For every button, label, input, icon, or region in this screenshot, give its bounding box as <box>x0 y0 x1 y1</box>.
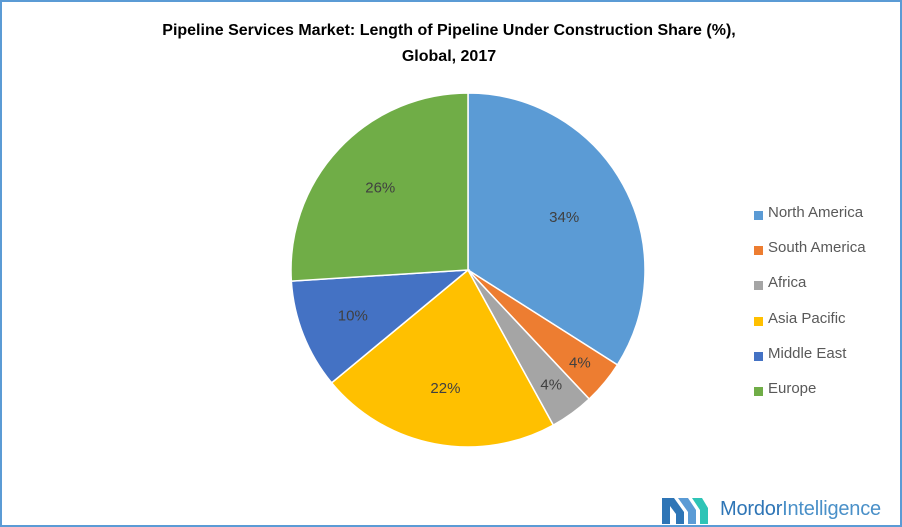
chart-legend: North America South America Africa Asia Pac… <box>754 199 866 410</box>
legend-swatch-south-america <box>754 246 763 256</box>
legend-item-south-america: South America <box>754 234 866 269</box>
legend-item-africa: Africa <box>754 269 866 304</box>
chart-title-line-1: Pipeline Services Market: Length of Pipe… <box>162 22 736 39</box>
legend-label-africa: Africa <box>768 274 807 292</box>
data-label-europe: 26% <box>365 180 395 197</box>
legend-swatch-middle-east <box>754 351 763 361</box>
brand-name-bold: Mordor <box>720 497 783 520</box>
legend-label-europe: Europe <box>768 380 817 398</box>
legend-item-europe: Europe <box>754 375 866 410</box>
chart-title: Pipeline Services Market: Length of Pipe… <box>0 18 898 70</box>
legend-label-south-america: South America <box>768 239 866 257</box>
brand-wordmark: MordorIntelligence <box>720 498 881 521</box>
chart-title-line-2: Global, 2017 <box>401 48 497 65</box>
legend-swatch-europe <box>754 387 763 397</box>
brand-logo-block: MordorIntelligence <box>662 494 881 524</box>
brand-name-light: Intelligence <box>782 497 881 520</box>
legend-item-north-america: North America <box>754 199 866 234</box>
legend-item-middle-east: Middle East <box>754 340 866 375</box>
pie-slice-asia-pacific <box>330 268 555 448</box>
pie-slice-europe <box>290 92 469 282</box>
legend-swatch-north-america <box>754 211 763 221</box>
legend-item-asia-pacific: Asia Pacific <box>754 305 866 340</box>
data-label-africa: 4% <box>540 377 562 394</box>
data-label-asia-pacific: 22% <box>430 380 460 397</box>
legend-label-north-america: North America <box>768 204 864 222</box>
data-label-south-america: 4% <box>569 355 591 372</box>
mordor-logo-icon <box>662 498 708 524</box>
legend-swatch-asia-pacific <box>754 316 763 326</box>
data-label-north-america: 34% <box>549 209 579 226</box>
pie-slice-middle-east <box>290 269 471 384</box>
legend-swatch-africa <box>754 281 763 291</box>
data-label-middle-east: 10% <box>338 308 368 325</box>
legend-label-middle-east: Middle East <box>768 344 847 362</box>
legend-label-asia-pacific: Asia Pacific <box>768 309 846 327</box>
pie-slice-north-america <box>467 92 646 366</box>
